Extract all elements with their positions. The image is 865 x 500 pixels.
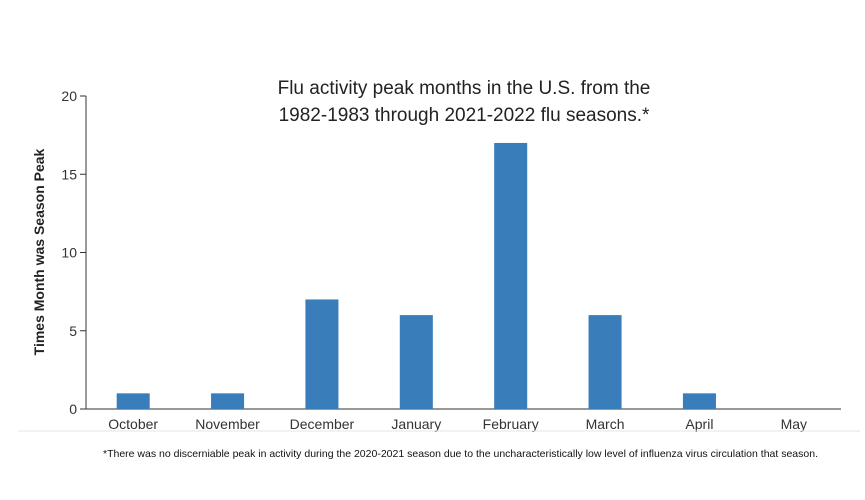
y-tick-label: 5	[69, 323, 77, 339]
x-tick-label-may: May	[781, 416, 807, 432]
y-tick-label: 20	[61, 88, 77, 104]
x-labels: October November December January February Ma…	[108, 416, 807, 432]
y-tick-label: 15	[61, 166, 77, 182]
x-tick-label-march: March	[586, 416, 625, 432]
bar-february	[494, 142, 528, 409]
bar-october	[116, 393, 150, 409]
footnote: *There was no discerniable peak in activ…	[103, 448, 818, 460]
bar-december	[305, 299, 339, 409]
x-tick-label-april: April	[685, 416, 713, 432]
bars-group	[116, 142, 716, 409]
x-tick-label-november: November	[195, 416, 260, 432]
bar-january	[399, 315, 433, 409]
bar-march	[588, 315, 622, 409]
x-tick-label-january: January	[391, 416, 441, 432]
x-tick-label-october: October	[108, 416, 158, 432]
y-tick-label: 0	[69, 401, 77, 417]
x-tick-label-december: December	[290, 416, 355, 432]
y-tick-label: 10	[61, 245, 77, 261]
bar-november	[211, 393, 245, 409]
x-tick-label-february: February	[483, 416, 539, 432]
bar-april	[682, 393, 716, 409]
y-ticks: 0 5 10 15 20	[61, 88, 86, 417]
y-axis-label: Times Month was Season Peak	[31, 148, 47, 355]
chart-title-line-1: Flu activity peak months in the U.S. fro…	[278, 78, 651, 99]
chart-title-line-2: 1982-1983 through 2021-2022 flu seasons.…	[279, 105, 650, 126]
